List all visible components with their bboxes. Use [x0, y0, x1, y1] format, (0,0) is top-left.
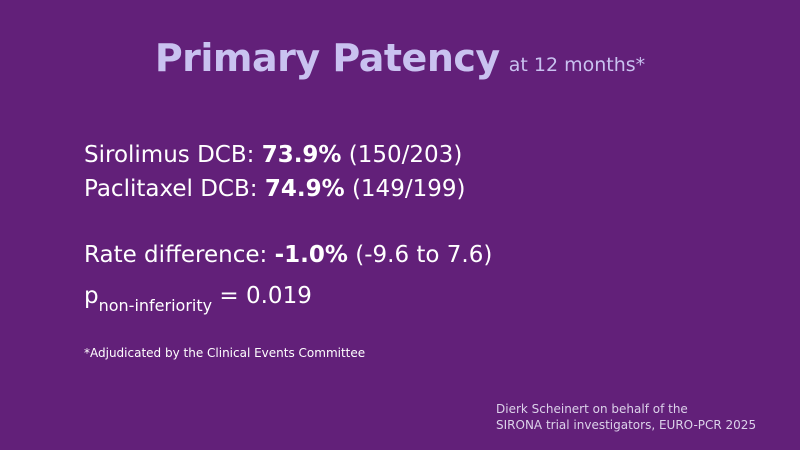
result-value: 73.9%: [261, 142, 342, 168]
rate-difference: Rate difference: -1.0% (-9.6 to 7.6): [84, 242, 492, 268]
result-paclitaxel: Paclitaxel DCB: 74.9% (149/199): [84, 176, 465, 202]
p-subscript: non-inferiority: [98, 296, 213, 315]
result-sirolimus: Sirolimus DCB: 73.9% (150/203): [84, 142, 462, 168]
result-label: Paclitaxel DCB:: [84, 176, 258, 202]
result-detail: (150/203): [348, 142, 463, 168]
p-symbol: p: [84, 283, 99, 309]
credit-line-2: SIRONA trial investigators, EURO-PCR 202…: [496, 418, 757, 432]
credit-line-1: Dierk Scheinert on behalf of the: [496, 402, 688, 416]
slide-title: Primary Patency at 12 months*: [0, 36, 800, 80]
result-label: Sirolimus DCB:: [84, 142, 255, 168]
footnote: *Adjudicated by the Clinical Events Comm…: [84, 346, 366, 360]
title-main: Primary Patency: [154, 36, 500, 80]
result-value: 74.9%: [264, 176, 345, 202]
result-detail: (149/199): [351, 176, 466, 202]
p-text: = 0.019: [219, 283, 312, 309]
rate-label: Rate difference:: [84, 242, 268, 268]
credit: Dierk Scheinert on behalf of the SIRONA …: [496, 401, 756, 433]
rate-value: -1.0%: [274, 242, 348, 268]
rate-detail: (-9.6 to 7.6): [355, 242, 493, 268]
title-subtitle: at 12 months*: [508, 54, 646, 76]
p-value: pnon-inferiority = 0.019: [84, 283, 312, 315]
